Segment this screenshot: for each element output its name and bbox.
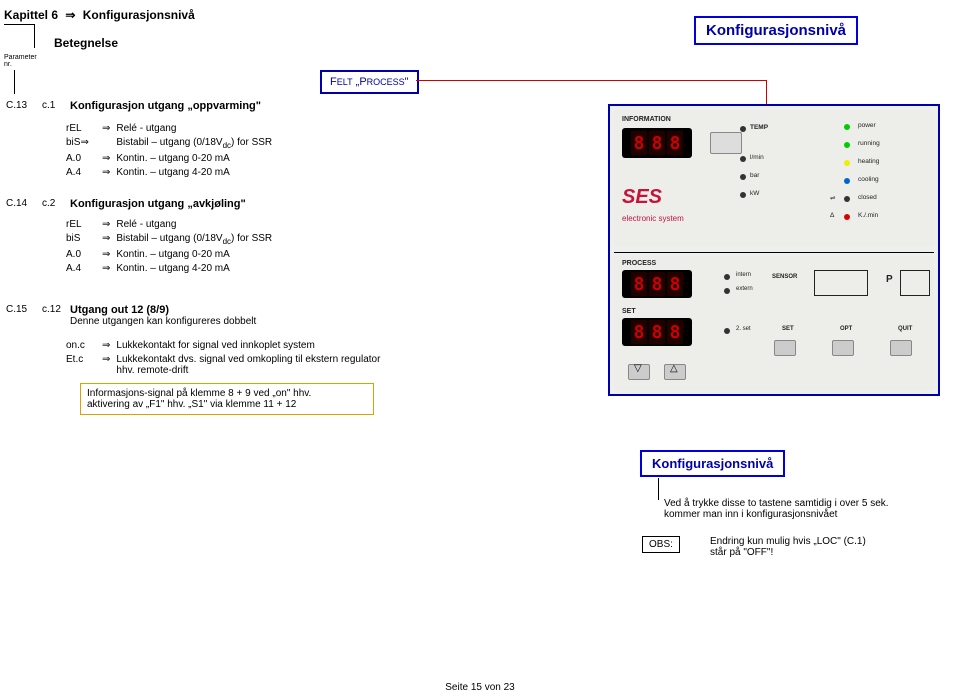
- process-label: PROCESS: [622, 260, 656, 267]
- row-code: A.4: [66, 263, 100, 275]
- row-code: biS: [66, 137, 80, 148]
- konfig-lower-box: Konfigurasjonsnivå: [640, 450, 785, 477]
- set-button[interactable]: [774, 340, 796, 356]
- es-text: electronic system: [622, 214, 684, 223]
- connector: [4, 24, 34, 25]
- panel-lower: PROCESS 888 SET 888 intern extern SENSOR…: [614, 256, 934, 390]
- row-val: ) for SSR: [231, 233, 272, 244]
- row-val: Lukkekontakt for signal ved innkoplet sy…: [116, 340, 384, 352]
- panel-info-label: INFORMATION: [622, 116, 671, 123]
- quit-label: QUIT: [898, 326, 912, 332]
- c13-title: Konfigurasjon utgang „oppvarming": [70, 100, 265, 113]
- opt-button[interactable]: [832, 340, 854, 356]
- row-val: Kontin. – utgang 0-20 mA: [116, 153, 276, 165]
- sub: dc: [223, 237, 231, 246]
- konfig-top-box: Konfigurasjonsnivå: [694, 16, 858, 45]
- block-c14: C.14 c.2 Konfigurasjon utgang „avkjøling…: [4, 196, 278, 277]
- chapter-header: Kapittel 6 ⇒ Konfigurasjonsnivå: [4, 8, 195, 22]
- row-val: Bistabil – utgang (0/18V: [116, 233, 222, 244]
- block-c15: C.15 c.12 Utgang out 12 (8/9) Denne utga…: [4, 302, 386, 415]
- closed-label: closed: [858, 194, 877, 201]
- page-footer: Seite 15 von 23: [0, 682, 960, 693]
- info-box: Informasjons-signal på klemme 8 + 9 ved …: [80, 383, 374, 415]
- row-val: Kontin. – utgang 0-20 mA: [116, 249, 276, 261]
- row-val: Kontin. – utgang 4-20 mA: [116, 167, 276, 179]
- c15-title: Utgang out 12 (8/9): [70, 304, 169, 316]
- sub: dc: [223, 141, 231, 150]
- device-panel: INFORMATION 888 TEMP l/min bar kW power …: [608, 104, 940, 396]
- row-code: rEL: [66, 123, 100, 135]
- connector: [34, 24, 35, 48]
- panel-divider: [614, 252, 934, 253]
- bar-label: bar: [750, 172, 759, 179]
- obs-text: Endring kun mulig hvis „LOC" (C.1) står …: [710, 536, 940, 558]
- row-val: Kontin. – utgang 4-20 mA: [116, 263, 276, 275]
- c13-col1: C.13: [6, 100, 40, 113]
- row-code: on.c: [66, 340, 100, 352]
- c15-col2: c.12: [42, 304, 68, 328]
- connector: [14, 70, 15, 94]
- note-line: Ved å trykke disse to tastene samtidig i…: [664, 498, 944, 509]
- temp-block: [710, 132, 742, 154]
- row-val: Relé - utgang: [116, 219, 276, 231]
- c15-sub: Denne utgangen kan konfigureres dobbelt: [70, 316, 256, 327]
- kw-label: kW: [750, 190, 759, 197]
- row-val: Bistabil – utgang (0/18V: [116, 137, 222, 148]
- row-val: hhv. remote-drift: [116, 365, 188, 376]
- note-line: kommer man inn i konfigurasjonsnivået: [664, 509, 944, 520]
- twoset-label: 2. set: [736, 326, 751, 332]
- sensor-label: SENSOR: [772, 274, 797, 280]
- quit-button[interactable]: [890, 340, 912, 356]
- set-label: SET: [622, 308, 636, 315]
- obs-box: OBS:: [642, 536, 680, 553]
- heating-label: heating: [858, 158, 879, 165]
- running-label: running: [858, 140, 880, 147]
- row-val: Lukkekontakt dvs. signal ved omkopling t…: [116, 354, 380, 365]
- betegnelse-label: Betegnelse: [54, 36, 118, 50]
- row-code: A.0: [66, 249, 100, 261]
- c15-col1: C.15: [6, 304, 40, 328]
- extern-label: extern: [736, 286, 753, 292]
- set2-label: SET: [782, 326, 794, 332]
- sensor-box: [814, 270, 868, 296]
- ses-logo: SES: [622, 186, 662, 209]
- block-c13: C.13 c.1 Konfigurasjon utgang „oppvarmin…: [4, 98, 278, 181]
- note-block: Ved å trykke disse to tastene samtidig i…: [664, 498, 944, 520]
- connector: [658, 478, 659, 500]
- led-display: 888: [622, 128, 692, 158]
- c14-col2: c.2: [42, 198, 68, 211]
- row-val: ) for SSR: [231, 137, 272, 148]
- temp-label: TEMP: [750, 124, 768, 131]
- chapter-label: Kapittel 6: [4, 8, 58, 22]
- obs-line: Endring kun mulig hvis „LOC" (C.1): [710, 536, 940, 547]
- c13-col2: c.1: [42, 100, 68, 113]
- param-nr-label: Parameter nr.: [4, 54, 37, 68]
- p-box: [900, 270, 930, 296]
- obs-line: står på "OFF"!: [710, 547, 940, 558]
- row-code: A.0: [66, 153, 100, 165]
- c14-title: Konfigurasjon utgang „avkjøling": [70, 198, 250, 211]
- header-arrow: ⇒: [65, 8, 75, 22]
- p-label: P: [886, 274, 893, 285]
- kmin-label: K./.min: [858, 212, 878, 219]
- power-label: power: [858, 122, 876, 129]
- info-line: Informasjons-signal på klemme 8 + 9 ved …: [87, 388, 367, 399]
- cooling-label: cooling: [858, 176, 879, 183]
- row-code: A.4: [66, 167, 100, 179]
- felt-process-box: FELT „PROCESS": [320, 70, 419, 94]
- c14-col1: C.14: [6, 198, 40, 211]
- level-label: Konfigurasjonsnivå: [83, 8, 195, 22]
- row-code: rEL: [66, 219, 100, 231]
- led-display-proc: 888: [622, 270, 692, 298]
- info-line: aktivering av „F1" hhv. „S1" via klemme …: [87, 399, 367, 410]
- lmin-label: l/min: [750, 154, 764, 161]
- connector-red: [416, 80, 766, 81]
- opt-label: OPT: [840, 326, 852, 332]
- led-display-set: 888: [622, 318, 692, 346]
- row-code: biS: [66, 233, 100, 247]
- panel-upper: INFORMATION 888 TEMP l/min bar kW power …: [614, 110, 934, 246]
- row-code: Et.c: [66, 354, 100, 377]
- row-val: Relé - utgang: [116, 123, 276, 135]
- intern-label: intern: [736, 272, 751, 278]
